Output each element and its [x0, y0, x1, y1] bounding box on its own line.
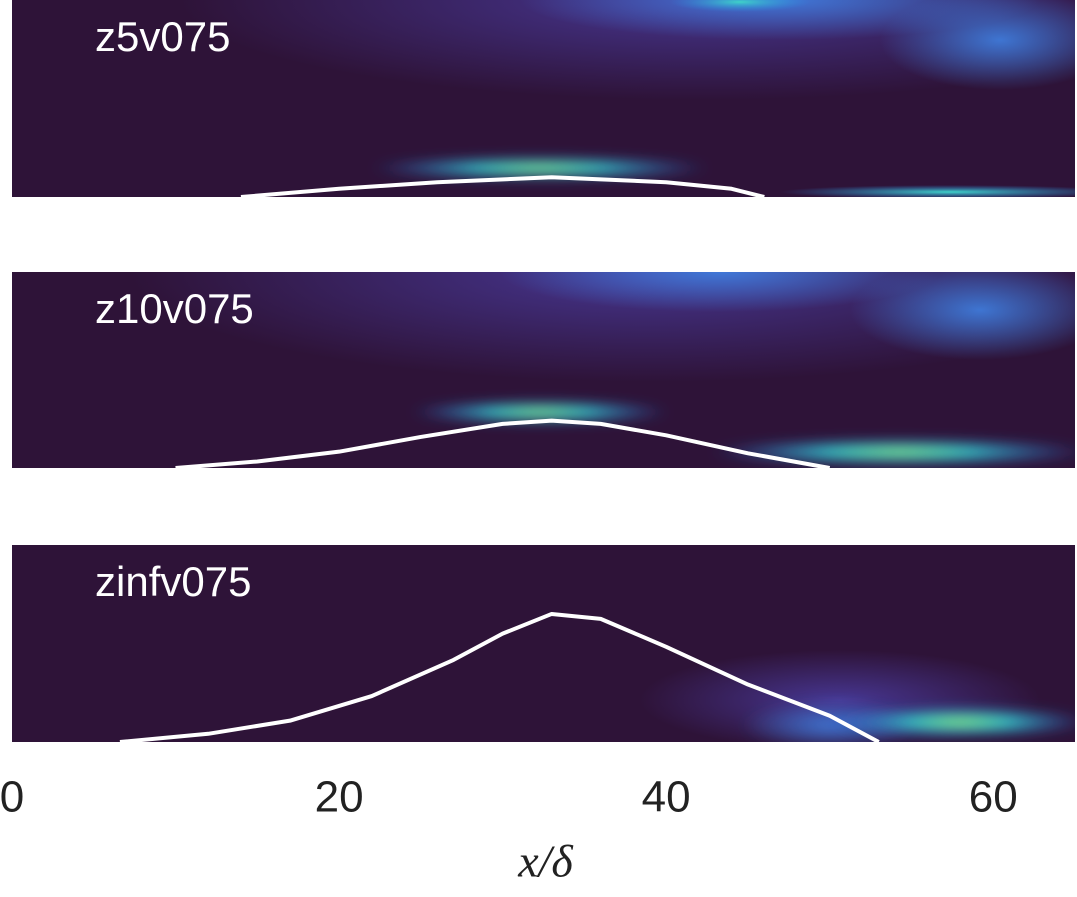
glow — [410, 400, 670, 424]
x-tick-label: 40 — [642, 773, 691, 822]
glow — [830, 706, 1075, 738]
profile-line — [175, 418, 831, 470]
profile-line — [119, 611, 880, 744]
glow — [370, 156, 710, 180]
glow — [670, 0, 810, 12]
glow — [500, 272, 940, 312]
heatmap-0 — [12, 0, 1075, 197]
heatmap-2 — [12, 545, 1075, 742]
x-tick-label: 0 — [0, 773, 24, 822]
glow — [780, 185, 1075, 197]
profile-line — [240, 175, 765, 199]
glow — [880, 0, 1075, 90]
panel-label: zinfv075 — [95, 558, 251, 605]
heatmap-1 — [12, 272, 1075, 468]
glow — [710, 438, 1075, 466]
panel-label: z10v075 — [95, 285, 254, 332]
x-tick-label: 20 — [315, 773, 364, 822]
panel-label: z5v075 — [95, 13, 230, 60]
x-tick-label: 60 — [969, 773, 1018, 822]
glow — [850, 272, 1075, 360]
x-axis-label: x/δ — [517, 836, 573, 887]
